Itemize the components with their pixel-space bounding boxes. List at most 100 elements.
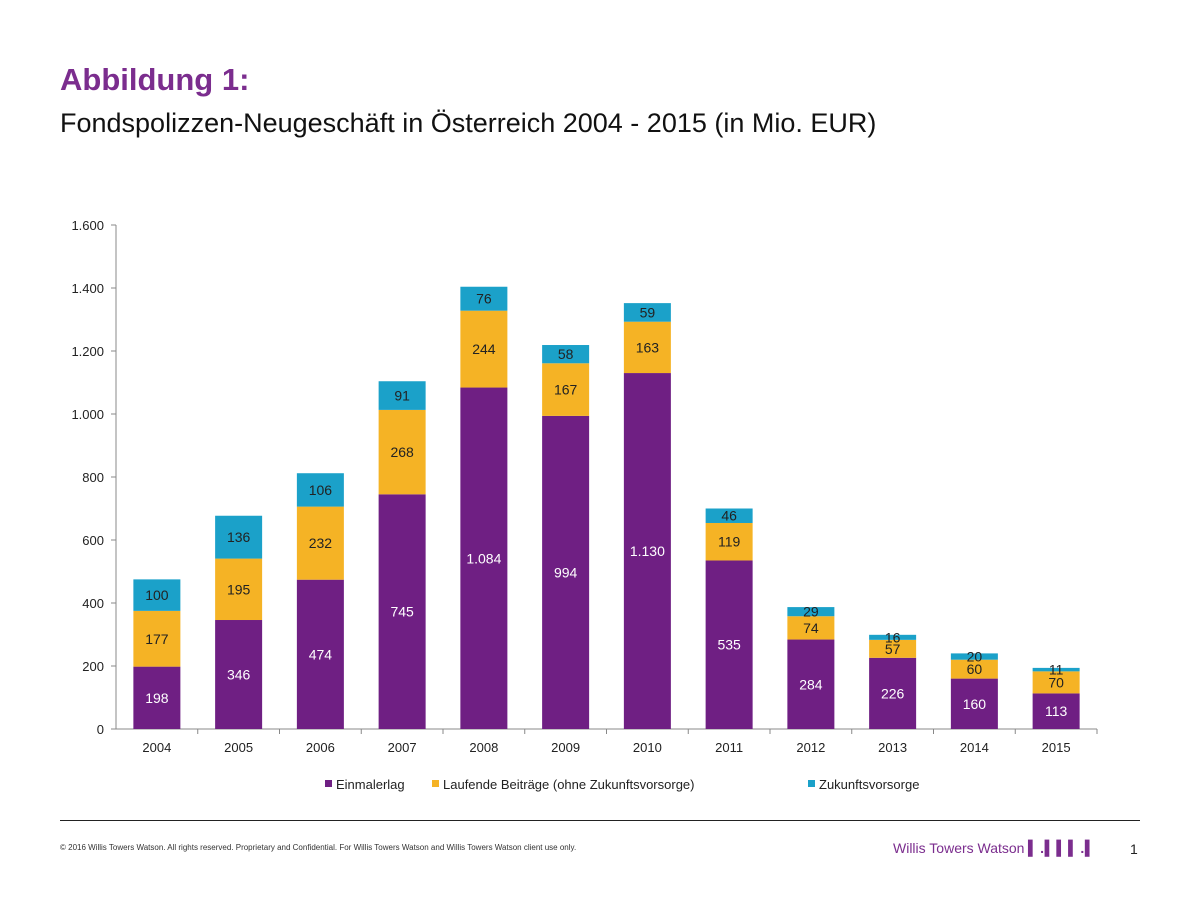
bar-segment [705, 508, 753, 523]
bar-segment [215, 620, 263, 729]
bar-segment [1032, 693, 1080, 729]
bar-segment [215, 515, 263, 559]
data-label: 474 [309, 646, 333, 662]
data-label: 20 [967, 649, 983, 665]
data-label: 59 [640, 304, 656, 320]
data-label: 346 [227, 667, 251, 683]
bar-segment [787, 607, 835, 617]
bar-segment [296, 506, 344, 580]
data-label: 226 [881, 685, 905, 701]
bar-segment [378, 409, 426, 495]
y-tick-label: 1.400 [71, 281, 104, 296]
bar-segment [950, 659, 998, 679]
data-label: 100 [145, 587, 169, 603]
legend-swatch [808, 780, 815, 787]
legend-swatch [432, 780, 439, 787]
bar-segment [542, 415, 590, 729]
data-label: 160 [963, 696, 987, 712]
data-label: 1.084 [466, 550, 501, 566]
bar-segment [950, 653, 998, 660]
bar-segment [1032, 667, 1080, 672]
logo-mark-icon: ▍.▍▍▍.▍ [1028, 840, 1097, 856]
data-label: 268 [390, 444, 414, 460]
x-tick-label: 2005 [224, 740, 253, 755]
data-label: 119 [718, 534, 741, 550]
data-label: 232 [309, 535, 333, 551]
data-label: 244 [472, 341, 496, 357]
x-tick-label: 2015 [1042, 740, 1071, 755]
y-tick-label: 400 [82, 596, 104, 611]
bar-segment [378, 381, 426, 410]
bar-segment [460, 286, 508, 311]
bar-segment [542, 345, 590, 364]
copyright-text: © 2016 Willis Towers Watson. All rights … [60, 843, 577, 852]
x-tick-label: 2007 [388, 740, 417, 755]
data-label: 745 [390, 604, 414, 620]
y-tick-label: 1.200 [71, 344, 104, 359]
data-label: 91 [394, 388, 410, 404]
x-tick-label: 2004 [142, 740, 171, 755]
data-label: 57 [885, 641, 901, 657]
bar-segment [787, 639, 835, 729]
y-tick-label: 600 [82, 533, 104, 548]
bar-segment [869, 657, 917, 729]
logo-text: Willis Towers Watson [893, 840, 1025, 856]
bar-segment [460, 387, 508, 729]
data-label: 74 [803, 620, 819, 636]
bar-segment [215, 558, 263, 621]
bar-segment [542, 363, 590, 416]
company-logo: Willis Towers Watson ▍.▍▍▍.▍ [893, 840, 1097, 857]
y-tick-label: 200 [82, 659, 104, 674]
chart-title: Abbildung 1: [60, 62, 250, 97]
bar-segment [623, 373, 671, 729]
data-label: 195 [227, 581, 251, 597]
bar-segment [296, 579, 344, 729]
bar-segment [787, 616, 835, 640]
bar-segment [705, 560, 753, 729]
data-label: 1.130 [630, 543, 665, 559]
x-tick-label: 2009 [551, 740, 580, 755]
y-tick-label: 1.600 [71, 218, 104, 233]
bar-segment [1032, 671, 1080, 694]
y-tick-label: 800 [82, 470, 104, 485]
data-label: 60 [967, 661, 983, 677]
data-label: 113 [1045, 703, 1068, 719]
bar-segment [705, 522, 753, 561]
data-label: 284 [799, 676, 823, 692]
data-label: 11 [1049, 662, 1064, 678]
bar-segment [296, 473, 344, 507]
data-label: 198 [145, 690, 169, 706]
legend-label: Einmalerlag [336, 777, 405, 792]
x-tick-label: 2006 [306, 740, 335, 755]
y-tick-label: 0 [97, 722, 104, 737]
legend-label: Zukunftsvorsorge [819, 777, 919, 792]
y-tick-label: 1.000 [71, 407, 104, 422]
x-tick-label: 2008 [469, 740, 498, 755]
x-tick-label: 2011 [715, 740, 743, 755]
bar-segment [133, 579, 181, 611]
data-label: 163 [636, 339, 660, 355]
data-label: 177 [145, 631, 169, 647]
bar-segment [133, 610, 181, 667]
data-label: 70 [1048, 674, 1064, 690]
footer-divider [60, 820, 1140, 821]
bar-segment [623, 321, 671, 374]
data-label: 106 [309, 482, 333, 498]
x-tick-label: 2013 [878, 740, 907, 755]
bar-segment [133, 666, 181, 729]
data-label: 535 [717, 637, 741, 653]
data-label: 136 [227, 529, 251, 545]
bar-segment [378, 494, 426, 729]
bar-segment [869, 639, 917, 658]
x-tick-label: 2014 [960, 740, 989, 755]
data-label: 58 [558, 346, 574, 362]
bar-segment [869, 634, 917, 640]
legend-label: Laufende Beiträge (ohne Zukunftsvorsorge… [443, 777, 695, 792]
x-tick-label: 2010 [633, 740, 662, 755]
bar-segment [950, 678, 998, 729]
data-label: 16 [885, 629, 901, 645]
x-tick-label: 2012 [796, 740, 825, 755]
bar-segment [623, 303, 671, 322]
data-label: 46 [721, 508, 737, 524]
